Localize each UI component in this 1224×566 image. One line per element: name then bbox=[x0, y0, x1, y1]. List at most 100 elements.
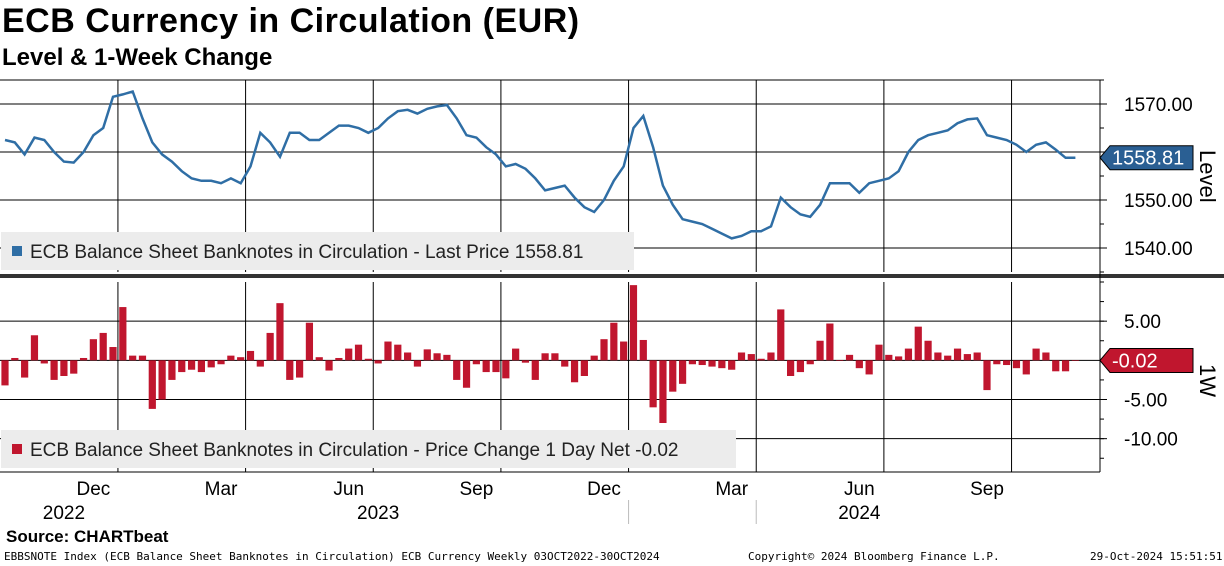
change-bar bbox=[826, 323, 834, 361]
change-bar bbox=[168, 360, 176, 380]
change-bar bbox=[629, 285, 638, 361]
change-bar bbox=[953, 348, 962, 361]
change-bar bbox=[678, 360, 687, 384]
change-bar bbox=[806, 360, 814, 365]
change-bar bbox=[718, 360, 726, 369]
change-bar bbox=[816, 340, 824, 361]
change-bar bbox=[777, 309, 785, 361]
change-bar bbox=[531, 360, 539, 380]
change-bar bbox=[266, 332, 274, 361]
change-bar bbox=[246, 350, 255, 361]
change-bar bbox=[404, 352, 412, 361]
change-bar bbox=[610, 322, 618, 361]
change-bar bbox=[541, 353, 549, 361]
change-bar bbox=[178, 360, 186, 373]
year-label: 2022 bbox=[43, 503, 85, 524]
level-tick-label: 1570.00 bbox=[1124, 95, 1193, 116]
change-bar bbox=[914, 326, 922, 361]
change-bar bbox=[963, 354, 971, 361]
change-bar bbox=[187, 360, 196, 370]
change-bar bbox=[462, 360, 471, 388]
change-bar bbox=[757, 358, 765, 361]
change-bar bbox=[197, 360, 205, 373]
change-bar bbox=[1052, 360, 1060, 372]
level-last-value-callout: 1558.81 bbox=[1099, 145, 1194, 171]
change-bar bbox=[639, 339, 647, 361]
change-bar bbox=[512, 348, 520, 361]
month-label: Jun bbox=[333, 479, 364, 500]
change-bar bbox=[286, 360, 294, 380]
chart-subtitle: Level & 1-Week Change bbox=[2, 44, 273, 71]
change-bar bbox=[521, 360, 530, 363]
change-bar bbox=[276, 303, 284, 361]
change-bar bbox=[934, 352, 942, 361]
change-bar bbox=[79, 357, 88, 361]
x-axis-labels: Dec Mar Jun Sep Dec Mar Jun Sep 2022 2023 2024 bbox=[43, 479, 1004, 524]
change-bar bbox=[21, 360, 29, 378]
change-bar bbox=[423, 349, 431, 361]
change-bar bbox=[305, 322, 314, 361]
change-bar bbox=[158, 360, 166, 400]
month-label: Jun bbox=[844, 479, 875, 500]
change-bar bbox=[453, 360, 461, 380]
change-bar bbox=[1012, 360, 1021, 369]
change-bar bbox=[335, 357, 343, 361]
change-bar bbox=[40, 360, 48, 364]
change-bar bbox=[119, 307, 127, 361]
change-tick-label: 5.00 bbox=[1124, 312, 1161, 333]
change-bar bbox=[30, 335, 39, 361]
year-label: 2024 bbox=[838, 503, 881, 524]
month-label: Mar bbox=[715, 479, 748, 500]
month-label: Mar bbox=[205, 479, 238, 500]
change-bar bbox=[384, 341, 392, 361]
change-bar bbox=[688, 360, 696, 365]
change-bar bbox=[237, 357, 245, 361]
timestamp: 29-Oct-2024 15:51:51 bbox=[1090, 550, 1223, 563]
change-bar bbox=[600, 339, 608, 361]
change-bar bbox=[924, 340, 932, 361]
change-bar bbox=[89, 339, 97, 361]
change-axis-title: 1W bbox=[1195, 364, 1220, 397]
change-bar bbox=[659, 360, 667, 423]
change-bar bbox=[138, 355, 147, 361]
change-bar bbox=[855, 360, 863, 369]
month-label: Dec bbox=[76, 479, 110, 500]
change-bar bbox=[590, 355, 598, 361]
change-bar bbox=[1042, 352, 1050, 361]
change-bar bbox=[148, 360, 156, 409]
change-bar bbox=[1, 360, 9, 386]
level-legend-text: ECB Balance Sheet Banknotes in Circulati… bbox=[30, 242, 583, 263]
change-bar bbox=[1071, 360, 1079, 361]
change-bar bbox=[60, 360, 68, 376]
change-tick-label: -10.00 bbox=[1124, 430, 1178, 451]
level-legend: ECB Balance Sheet Banknotes in Circulati… bbox=[1, 232, 634, 270]
level-tick-label: 1540.00 bbox=[1124, 239, 1193, 260]
change-bar bbox=[502, 360, 510, 379]
change-bar bbox=[492, 360, 500, 373]
change-bar bbox=[70, 360, 78, 374]
change-bar bbox=[374, 360, 382, 364]
change-bar bbox=[796, 360, 805, 373]
change-bar bbox=[99, 332, 107, 361]
change-bar bbox=[217, 360, 225, 365]
level-series-line bbox=[4, 89, 1076, 240]
change-bar bbox=[1003, 360, 1011, 366]
change-axis-ticks: -10.00 -5.00 5.00 bbox=[1100, 281, 1178, 459]
chart-title: ECB Currency in Circulation (EUR) bbox=[2, 2, 580, 40]
change-bar bbox=[904, 348, 913, 361]
change-bar bbox=[296, 360, 304, 378]
month-label: Sep bbox=[459, 479, 493, 500]
change-bar bbox=[885, 354, 893, 361]
level-axis-title: Level bbox=[1195, 150, 1220, 203]
change-bar bbox=[394, 344, 402, 361]
change-bar bbox=[787, 360, 795, 376]
change-bar bbox=[698, 360, 706, 366]
month-label: Dec bbox=[587, 479, 621, 500]
change-bar bbox=[875, 344, 883, 361]
level-legend-swatch bbox=[12, 246, 22, 256]
copyright: Copyright© 2024 Bloomberg Finance L.P. bbox=[748, 550, 1000, 563]
change-bar bbox=[207, 360, 215, 368]
change-bar bbox=[109, 347, 117, 361]
